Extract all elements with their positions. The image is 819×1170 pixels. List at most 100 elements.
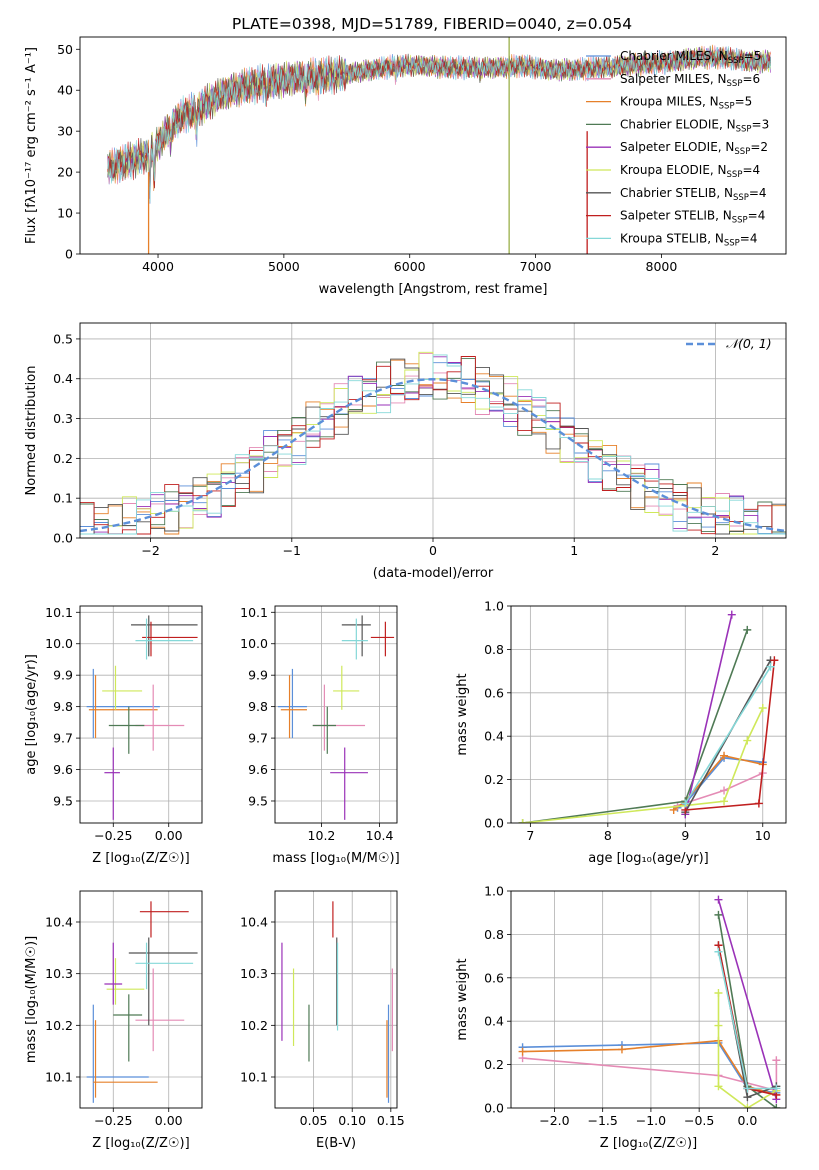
- x-tick-label: 0: [429, 543, 437, 558]
- plus-marker: [714, 947, 723, 956]
- figure-title: PLATE=0398, MJD=51789, FIBERID=0040, z=0…: [232, 15, 632, 33]
- legend-entry: Chabrier ELODIE, NSSP=3: [620, 117, 769, 134]
- x-tick-label: −0.25: [94, 1113, 132, 1128]
- legend-subscript: SSP: [734, 147, 750, 157]
- x-tick-label: 0.10: [338, 1113, 366, 1128]
- plus-marker: [766, 662, 775, 671]
- x-tick-label: 2: [711, 543, 719, 558]
- weight-line: [717, 899, 778, 1100]
- x-tick-label: 7000: [520, 259, 552, 274]
- plus-marker: [714, 1082, 723, 1091]
- y-tick-label: 30: [57, 124, 73, 139]
- plus-marker: [518, 1047, 527, 1056]
- legend-entry: Kroupa STELIB, NSSP=4: [620, 231, 758, 248]
- x-axis-label: mass [log₁₀(M/M☉)]: [272, 851, 399, 866]
- x-tick-label: 0.15: [377, 1113, 405, 1128]
- plus-marker: [714, 910, 723, 919]
- y-tick-label: 10.1: [240, 1070, 268, 1085]
- axes-frame: [79, 605, 203, 824]
- weight-line: [677, 757, 763, 809]
- x-axis-label: Z [log₁₀(Z/Z☉)]: [92, 1136, 189, 1151]
- axes-frame: [79, 36, 787, 255]
- plus-marker: [727, 610, 736, 619]
- errorbar-point: [370, 621, 395, 657]
- plus-marker: [617, 1045, 626, 1054]
- plot-area: [107, 37, 771, 254]
- plus-marker: [720, 797, 729, 806]
- y-axis-label: mass [log₁₀(M/M☉)]: [24, 936, 39, 1063]
- x-axis-label: Z [log₁₀(Z/Z☉)]: [92, 851, 189, 866]
- errorbar-point: [333, 665, 360, 710]
- legend-subscript: SSP: [728, 56, 744, 66]
- y-tick-label: 20: [57, 165, 73, 180]
- panel-residuals: −2 −1 0 1 2 0.0 0.1 0.2 0.3 0.4 0.5 (data-model)/er…: [24, 322, 787, 581]
- legend-entry: Salpeter STELIB, NSSP=4: [620, 209, 765, 226]
- y-tick-label: 0.0: [53, 531, 73, 546]
- axes-frame: [510, 890, 787, 1109]
- y-tick-label: 0.2: [53, 451, 73, 466]
- x-tick-label: 9: [681, 828, 689, 843]
- gridlines: [275, 891, 397, 1108]
- y-axis-label: age [log₁₀(age/yr)]: [24, 654, 39, 775]
- y-tick-label: 10: [57, 206, 73, 221]
- y-tick-label: 10.1: [45, 1070, 73, 1085]
- legend-value: =2: [750, 140, 768, 154]
- plot-area: [281, 901, 393, 1103]
- x-axis-label: (data-model)/error: [373, 566, 494, 581]
- x-tick-label: 8: [604, 828, 612, 843]
- legend-subscript: SSP: [719, 102, 735, 112]
- x-tick-label: −2.0: [539, 1113, 569, 1128]
- y-tick-label: 0.4: [484, 1014, 504, 1029]
- errorbar-point: [341, 618, 368, 660]
- legend-entry: Salpeter ELODIE, NSSP=2: [620, 140, 768, 157]
- errorbar-point: [312, 706, 336, 754]
- x-tick-label: 0.05: [300, 1113, 328, 1128]
- y-tick-label: 9.7: [53, 731, 73, 746]
- y-tick-label: 1.0: [484, 599, 504, 614]
- x-axis-label: wavelength [Angstrom, rest frame]: [319, 282, 548, 297]
- panel-z_weight: −2.0 −1.5 −1.0 −0.5 0.0 0.0 0.2 0.4 0.6 0.8 1.0 Z […: [455, 884, 787, 1151]
- histogram-step: [80, 351, 786, 535]
- y-tick-label: 10.2: [240, 1018, 268, 1033]
- gridlines: [275, 606, 397, 823]
- y-tick-label: 10.4: [240, 915, 268, 930]
- gridlines: [80, 891, 202, 1108]
- y-axis-label: Normed distribution: [24, 366, 39, 496]
- plus-marker: [681, 799, 690, 808]
- x-tick-label: −0.25: [94, 828, 132, 843]
- plot-area: [86, 901, 198, 1103]
- y-tick-label: 9.6: [248, 762, 268, 777]
- legend-subscript: SSP: [732, 216, 748, 226]
- histogram-step: [80, 356, 786, 535]
- y-tick-label: 10.3: [45, 966, 73, 981]
- y-tick-label: 10.0: [240, 636, 268, 651]
- plot-area: [80, 351, 786, 535]
- y-tick-label: 0.1: [53, 491, 73, 506]
- errorbar-point: [135, 942, 194, 990]
- legend-value: =4: [748, 209, 766, 223]
- plus-marker: [758, 703, 767, 712]
- plot-area: [86, 615, 198, 820]
- plus-marker: [770, 656, 779, 665]
- errorbar-point: [93, 1020, 158, 1098]
- errorbar-point: [135, 968, 185, 1052]
- legend-value: =6: [742, 72, 760, 86]
- weight-line: [684, 614, 733, 815]
- plus-marker: [743, 736, 752, 745]
- plus-marker: [772, 1084, 781, 1093]
- errorbar-point: [139, 901, 189, 938]
- y-tick-label: 9.9: [248, 668, 268, 683]
- errorbar-point: [86, 668, 160, 739]
- legend-subscript: SSP: [724, 238, 740, 248]
- axes-frame: [79, 322, 787, 539]
- errorbar-point: [104, 747, 120, 820]
- y-tick-label: 10.0: [45, 636, 73, 651]
- panel-spectrum: 4000 5000 6000 7000 8000 0 10 20 30 40 50 wavelengt…: [24, 36, 787, 297]
- y-tick-label: 9.9: [53, 668, 73, 683]
- histogram-step: [80, 356, 786, 535]
- x-tick-label: 0.00: [155, 828, 183, 843]
- legend-label: Chabrier MILES, N: [620, 49, 728, 63]
- y-tick-label: 10.2: [45, 1018, 73, 1033]
- y-tick-label: 40: [57, 83, 73, 98]
